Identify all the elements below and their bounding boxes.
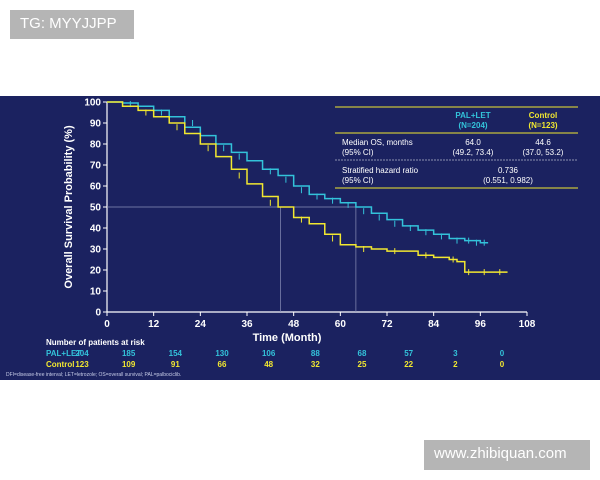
- risk-value: 66: [218, 360, 227, 369]
- x-tick-label: 108: [519, 319, 536, 330]
- watermark-top: TG: MYYJJPP: [10, 10, 134, 39]
- risk-value: 2: [453, 360, 458, 369]
- risk-value: 68: [358, 349, 367, 358]
- stats-row2-label: Stratified hazard ratio: [342, 166, 419, 175]
- risk-value: 32: [311, 360, 320, 369]
- stats-col-pal-n: (N=204): [458, 121, 487, 130]
- slide: 0 10 20 30 40 50 60 70 80 90 100 0 12 24 36 48 60 72 84 96 1…: [0, 96, 600, 380]
- y-tick-label: 50: [90, 203, 102, 214]
- plot-layer: 0 10 20 30 40 50 60 70 80 90 100 0 12 24 36 48 60 72 84 96 1…: [63, 98, 536, 345]
- x-tick-label: 96: [475, 319, 487, 330]
- stats-row1-ctrl-ci: (37.0, 53.2): [523, 148, 564, 157]
- y-tick-label: 0: [95, 308, 101, 319]
- x-tick-label: 0: [104, 319, 110, 330]
- x-tick-label: 84: [428, 319, 440, 330]
- risk-value: 123: [75, 360, 89, 369]
- y-tick-label: 20: [90, 266, 102, 277]
- risk-value: 0: [500, 360, 505, 369]
- y-tick-label: 100: [84, 98, 101, 109]
- x-tick-label: 60: [335, 319, 347, 330]
- stats-row1-pal-ci: (49.2, 73.4): [453, 148, 494, 157]
- risk-values: 204 185 154 130 106 88 68 57 3 0 123 109 91 66 48 32 25 2…: [75, 349, 504, 369]
- x-tick-label: 72: [381, 319, 393, 330]
- x-tick-label: 12: [148, 319, 160, 330]
- stats-col-ctrl: Control: [529, 111, 557, 120]
- y-axis-label: Overall Survival Probability (%): [63, 125, 75, 289]
- risk-row-label-ctrl: Control: [46, 360, 74, 369]
- y-tick-label: 30: [90, 245, 102, 256]
- risk-value: 48: [264, 360, 273, 369]
- stats-row1-pal: 64.0: [465, 138, 481, 147]
- stats-row2-merged-ci: (0.551, 0.982): [483, 176, 533, 185]
- stats-row1-sublabel: (95% CI): [342, 148, 374, 157]
- stats-col-pal: PAL+LET: [455, 111, 490, 120]
- risk-value: 154: [169, 349, 183, 358]
- risk-row-label-pal: PAL+LET: [46, 349, 81, 358]
- risk-value: 106: [262, 349, 276, 358]
- risk-value: 57: [404, 349, 413, 358]
- risk-table: Number of patients at risk PAL+LET Contr…: [46, 338, 505, 369]
- x-tick-label: 24: [195, 319, 207, 330]
- stats-col-ctrl-n: (N=123): [528, 121, 557, 130]
- stats-row2-sublabel: (95% CI): [342, 176, 374, 185]
- risk-value: 25: [358, 360, 367, 369]
- risk-value: 204: [75, 349, 89, 358]
- watermark-bottom: www.zhibiquan.com: [424, 440, 590, 470]
- risk-value: 88: [311, 349, 320, 358]
- stats-row2-merged: 0.736: [498, 166, 519, 175]
- y-tick-label: 80: [90, 140, 102, 151]
- risk-table-title: Number of patients at risk: [46, 338, 145, 347]
- risk-value: 22: [404, 360, 413, 369]
- x-axis-label: Time (Month): [253, 332, 322, 344]
- stats-row1-ctrl: 44.6: [535, 138, 551, 147]
- y-tick-label: 10: [90, 287, 102, 298]
- stats-table: PAL+LET (N=204) Control (N=123) Median O…: [335, 106, 578, 189]
- risk-value: 109: [122, 360, 136, 369]
- risk-value: 91: [171, 360, 180, 369]
- stats-row1-label: Median OS, months: [342, 138, 413, 147]
- y-tick-label: 70: [90, 161, 102, 172]
- series-line-control: [107, 101, 508, 273]
- risk-value: 0: [500, 349, 505, 358]
- series-line-pal-let: [107, 101, 489, 244]
- risk-value: 3: [453, 349, 458, 358]
- risk-value: 185: [122, 349, 136, 358]
- y-tick-label: 40: [90, 224, 102, 235]
- x-tick-label: 36: [241, 319, 253, 330]
- y-tick-label: 90: [90, 119, 102, 130]
- x-tick-label: 48: [288, 319, 300, 330]
- y-tick-label: 60: [90, 182, 102, 193]
- footnote: DFI=disease-free interval; LET=letrozole…: [6, 372, 182, 378]
- risk-value: 130: [215, 349, 229, 358]
